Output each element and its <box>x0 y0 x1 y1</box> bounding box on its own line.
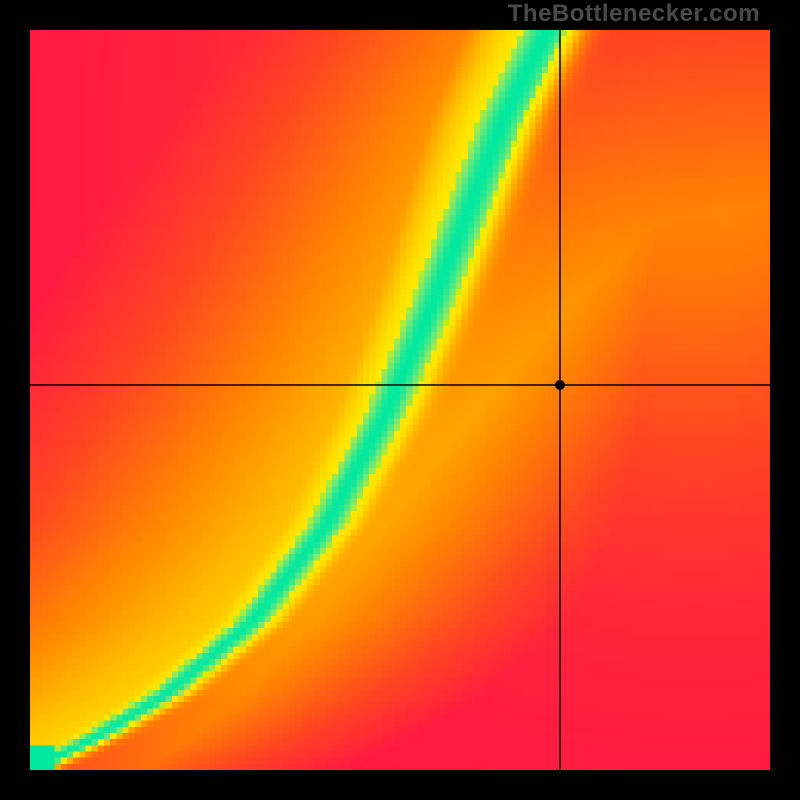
watermark-text: TheBottlenecker.com <box>508 0 760 28</box>
bottleneck-heatmap <box>30 30 770 770</box>
heatmap-canvas <box>30 30 770 770</box>
